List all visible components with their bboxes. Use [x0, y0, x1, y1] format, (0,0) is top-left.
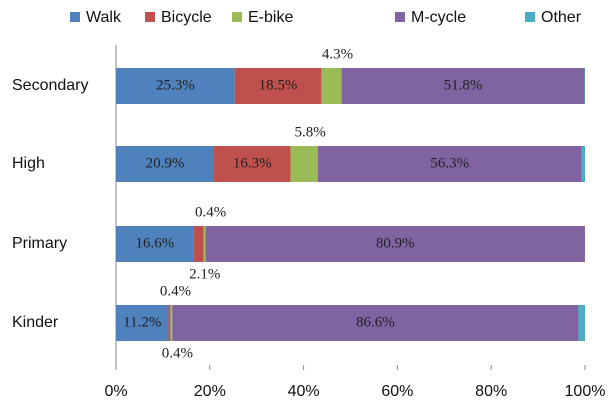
value-label: 0.4%: [195, 204, 226, 220]
legend-label: E-bike: [248, 9, 293, 26]
legend-swatch: [395, 12, 405, 22]
bar-segment: [234, 68, 322, 104]
bar-segment: [341, 68, 585, 104]
bar-segment: [168, 305, 171, 341]
legend-label: Walk: [86, 9, 122, 26]
bar-segment: [193, 226, 204, 262]
bar-segment: [116, 305, 169, 341]
bar-segment: [172, 305, 579, 341]
legend-label: Other: [541, 9, 582, 26]
bar-segment: [290, 146, 318, 182]
legend-label: M-cycle: [411, 9, 466, 26]
value-label: 80.9%: [376, 235, 415, 251]
value-label: 51.8%: [444, 77, 483, 93]
x-tick-label: 0%: [104, 383, 127, 400]
value-label: 56.3%: [430, 155, 469, 171]
value-label: 18.5%: [259, 77, 298, 93]
value-label: 86.6%: [356, 314, 395, 330]
bar-segment: [581, 146, 585, 182]
value-label: 11.2%: [123, 314, 161, 330]
value-label: 5.8%: [294, 124, 325, 140]
category-label: Kinder: [12, 314, 59, 331]
value-label: 2.1%: [189, 266, 220, 282]
value-label: 16.6%: [136, 235, 175, 251]
legend-swatch: [232, 12, 242, 22]
x-tick-label: 100%: [565, 383, 606, 400]
value-label: 0.4%: [160, 283, 191, 299]
bar-segment: [170, 305, 173, 341]
x-tick-label: 40%: [288, 383, 320, 400]
x-tick-label: 80%: [475, 383, 507, 400]
legend-swatch: [70, 12, 80, 22]
value-label: 4.3%: [322, 46, 353, 62]
x-tick-label: 20%: [194, 383, 226, 400]
bar-segment: [116, 226, 194, 262]
bar-segment: [214, 146, 291, 182]
bar-segment: [116, 146, 215, 182]
x-tick-label: 60%: [381, 383, 413, 400]
legend-swatch: [145, 12, 155, 22]
value-label: 20.9%: [146, 155, 185, 171]
bar-segment: [203, 226, 206, 262]
value-label: 25.3%: [156, 77, 195, 93]
value-label: 16.3%: [233, 155, 272, 171]
bar-segment: [116, 68, 235, 104]
legend-label: Bicycle: [161, 9, 212, 26]
category-label: High: [12, 155, 45, 172]
value-label: 0.4%: [162, 345, 193, 361]
bar-segment: [317, 146, 582, 182]
category-label: Primary: [12, 235, 67, 252]
category-label: Secondary: [12, 77, 89, 94]
bar-segment: [205, 226, 586, 262]
bar-segment: [321, 68, 342, 104]
legend-swatch: [525, 12, 535, 22]
bar-segment: [578, 305, 585, 341]
